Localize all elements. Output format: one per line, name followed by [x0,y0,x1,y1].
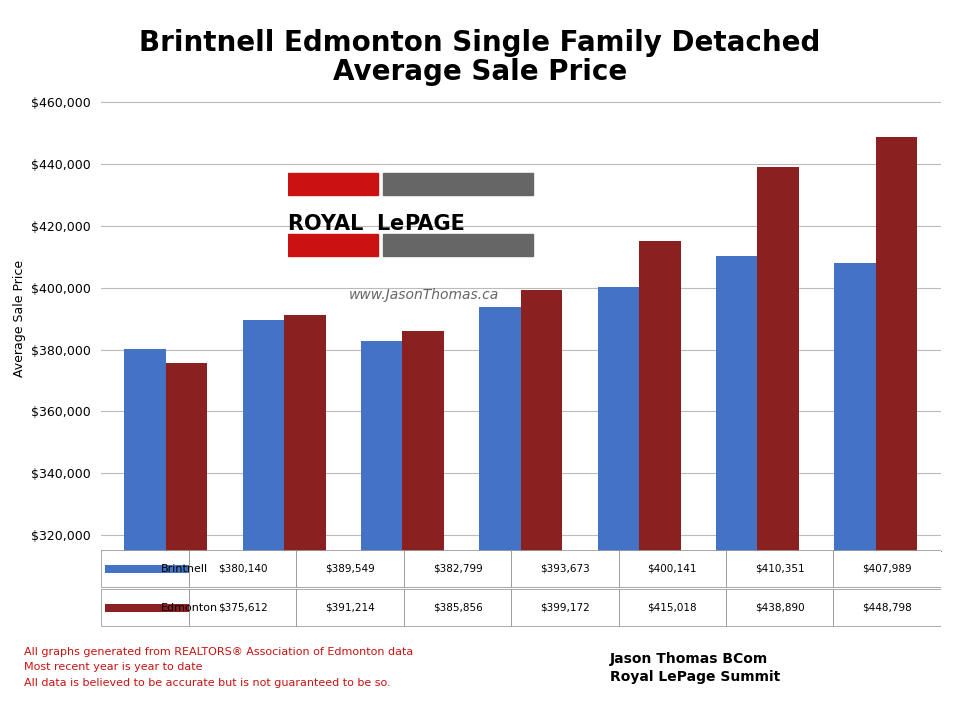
Bar [297,589,404,626]
Text: L: L [376,215,390,234]
Text: $399,172: $399,172 [540,603,589,613]
Bar [833,589,941,626]
Bar [618,550,726,588]
Bar [404,589,512,626]
Text: $385,856: $385,856 [433,603,482,613]
Bar [189,550,297,588]
Text: $389,549: $389,549 [325,564,375,574]
Text: Most recent year is year to date: Most recent year is year to date [24,662,203,672]
Bar [125,349,166,720]
Bar [243,320,284,720]
Text: $382,799: $382,799 [433,564,482,574]
Bar [833,550,941,588]
Y-axis label: Average Sale Price: Average Sale Price [12,260,26,377]
Bar [361,341,402,720]
Bar [512,589,618,626]
Text: $448,798: $448,798 [862,603,912,613]
Bar [297,550,404,588]
Bar [284,315,325,720]
Text: Brintnell: Brintnell [161,564,208,574]
Text: All graphs generated from REALTORS® Association of Edmonton data: All graphs generated from REALTORS® Asso… [24,647,413,657]
Text: e: e [389,215,403,234]
Text: Royal LePage Summit: Royal LePage Summit [610,670,780,684]
Text: Average Sale Price: Average Sale Price [333,58,627,86]
Text: $415,018: $415,018 [647,603,697,613]
Bar [520,290,563,720]
Bar [726,550,833,588]
Bar [726,589,833,626]
Bar [618,589,726,626]
Bar [402,331,444,720]
Bar [512,550,618,588]
Bar [639,241,681,720]
Text: $407,989: $407,989 [862,564,912,574]
Bar [757,167,799,720]
Bar [166,363,207,720]
Text: Edmonton: Edmonton [161,603,219,613]
Text: ROYAL: ROYAL [288,215,371,234]
Text: $438,890: $438,890 [755,603,804,613]
Bar [189,589,297,626]
Text: $400,141: $400,141 [648,564,697,574]
Text: $410,351: $410,351 [755,564,804,574]
Bar [598,287,639,720]
Bar [105,604,189,611]
Text: Brintnell Edmonton Single Family Detached: Brintnell Edmonton Single Family Detache… [139,30,821,57]
Bar [101,550,189,588]
Bar [404,550,512,588]
Bar [716,256,757,720]
Bar [101,589,189,626]
Text: www.JasonThomas.ca: www.JasonThomas.ca [349,289,499,302]
Bar [288,173,378,195]
Text: $391,214: $391,214 [325,603,375,613]
Bar [383,173,533,195]
Bar [834,263,876,720]
Bar [479,307,521,720]
Text: All data is believed to be accurate but is not guaranteed to be so.: All data is believed to be accurate but … [24,678,391,688]
Text: $375,612: $375,612 [218,603,268,613]
Bar [876,137,917,720]
Bar [288,234,378,256]
Text: PAGE: PAGE [404,215,465,234]
Text: $393,673: $393,673 [540,564,589,574]
Text: Jason Thomas BCom: Jason Thomas BCom [610,652,768,666]
Bar [105,565,189,572]
Bar [383,234,533,256]
Text: $380,140: $380,140 [218,564,268,574]
